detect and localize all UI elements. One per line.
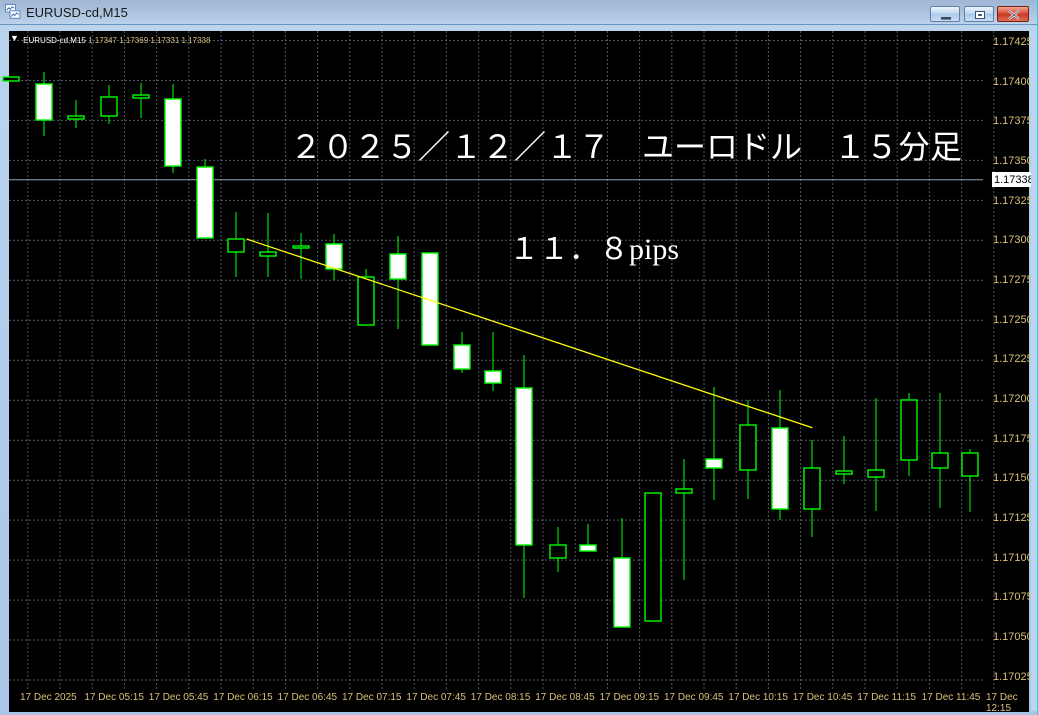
svg-text:1.17025: 1.17025	[993, 671, 1033, 683]
svg-text:1.17300: 1.17300	[993, 234, 1033, 246]
svg-text:1.17425: 1.17425	[993, 36, 1033, 48]
svg-text:1.17375: 1.17375	[993, 115, 1033, 127]
svg-text:1.17075: 1.17075	[993, 591, 1033, 603]
svg-text:1.17400: 1.17400	[993, 76, 1033, 88]
svg-text:1.17250: 1.17250	[993, 314, 1033, 326]
svg-text:１１．８pips: １１．８pips	[509, 233, 679, 266]
svg-text:1.17175: 1.17175	[993, 433, 1033, 445]
svg-text:1.17050: 1.17050	[993, 631, 1033, 643]
svg-text:1.17125: 1.17125	[993, 512, 1033, 524]
svg-text:1.17225: 1.17225	[993, 353, 1033, 365]
svg-text:1.17150: 1.17150	[993, 472, 1033, 484]
svg-text:1.17275: 1.17275	[993, 274, 1033, 286]
svg-text:1.17200: 1.17200	[993, 393, 1033, 405]
svg-text:２０２５／１２／１７ ユーロドル １５分足: ２０２５／１２／１７ ユーロドル １５分足	[290, 129, 962, 165]
svg-text:1.17350: 1.17350	[993, 155, 1033, 167]
svg-text:1.17338: 1.17338	[994, 174, 1034, 186]
svg-text:1.17100: 1.17100	[993, 552, 1033, 564]
svg-text:1.17325: 1.17325	[993, 195, 1033, 207]
